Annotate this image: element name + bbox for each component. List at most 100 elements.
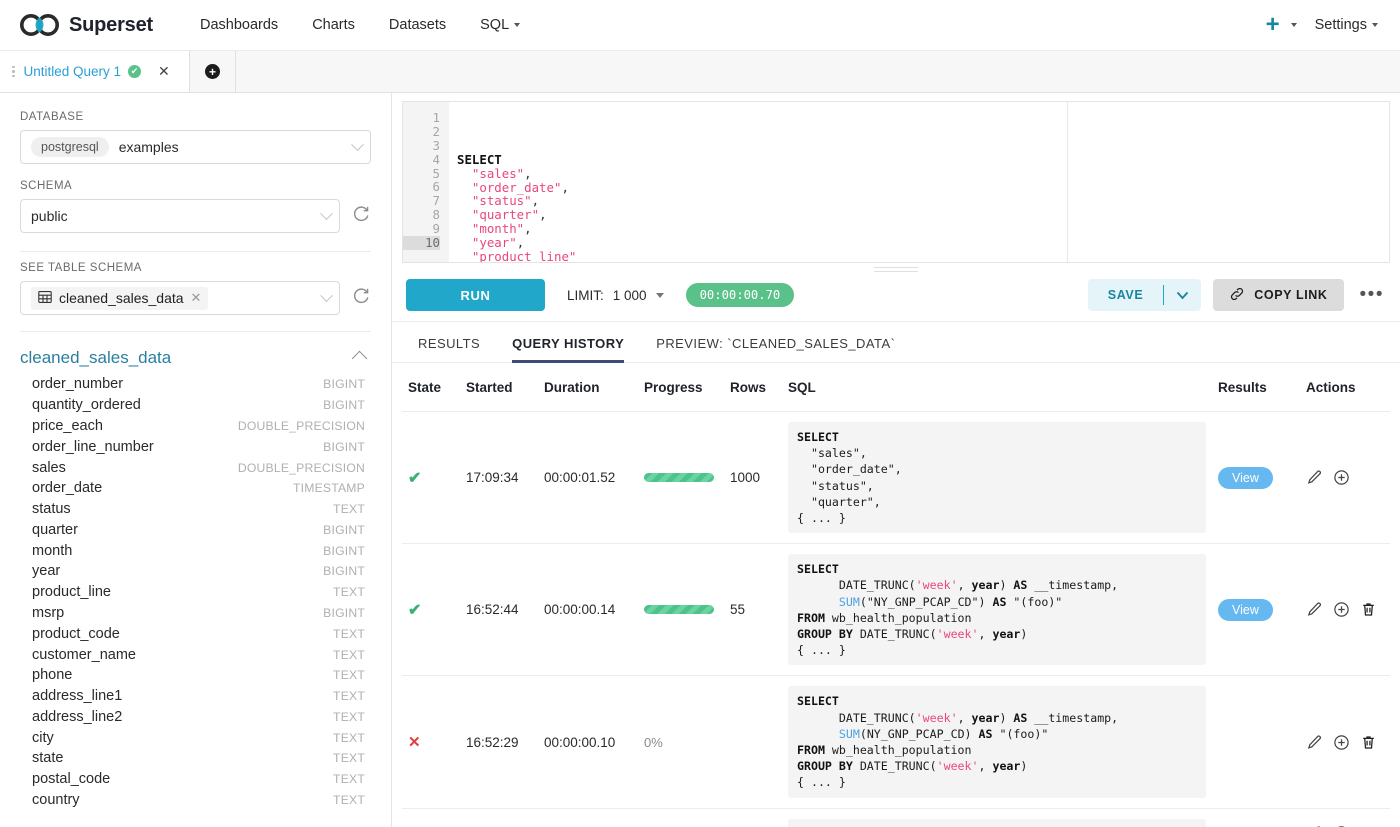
nav-link-charts-label: Charts: [312, 17, 355, 33]
settings-menu[interactable]: Settings: [1315, 17, 1378, 33]
query-history-scroll[interactable]: State Started Duration Progress Rows SQL Resul…: [392, 363, 1400, 827]
table-select[interactable]: cleaned_sales_data ✕: [20, 281, 340, 315]
column-row[interactable]: country TEXT: [20, 790, 371, 811]
cell-results: [1212, 675, 1300, 809]
save-button[interactable]: SAVE: [1107, 288, 1144, 302]
new-item-button[interactable]: +: [1266, 13, 1297, 37]
add-to-query-icon[interactable]: [1333, 734, 1350, 751]
column-row[interactable]: address_line2 TEXT: [20, 707, 371, 728]
table-row[interactable]: ✔ 16:52:44 00:00:00.14 55 SELECT DATE_TRUNC(…: [402, 543, 1390, 677]
refresh-schema-icon[interactable]: [352, 204, 371, 228]
view-results-button[interactable]: View: [1218, 598, 1273, 621]
editor-resize-handle[interactable]: [392, 263, 1400, 275]
close-icon[interactable]: ✕: [158, 63, 170, 79]
query-tab-untitled-query-1[interactable]: Untitled Query 1 ✔ ✕: [0, 51, 190, 92]
table-row[interactable]: ✔ 17:09:34 00:00:01.52 1000 SELECT "sales", …: [402, 411, 1390, 545]
result-tab-results[interactable]: RESULTS: [418, 336, 481, 351]
limit-dropdown[interactable]: LIMIT: 1 000: [567, 288, 664, 303]
column-name: price_each: [32, 417, 103, 434]
add-to-query-icon[interactable]: [1333, 601, 1350, 618]
delete-icon[interactable]: [1360, 734, 1377, 751]
cell-rows: 1000: [724, 411, 782, 545]
cell-progress: [638, 543, 724, 677]
chevron-down-icon: [514, 23, 521, 28]
column-row[interactable]: status TEXT: [20, 499, 371, 520]
nav-link-charts[interactable]: Charts: [295, 9, 372, 41]
column-header-rows: Rows: [724, 363, 782, 412]
editor-line-number: 3: [432, 137, 440, 153]
column-list: order_number BIGINT quantity_ordered BIGINT…: [20, 374, 371, 810]
column-name: order_date: [32, 480, 103, 497]
nav-link-sql[interactable]: SQL: [463, 9, 537, 41]
column-row[interactable]: price_each DOUBLE_PRECISION: [20, 416, 371, 437]
column-row[interactable]: phone TEXT: [20, 665, 371, 686]
column-row[interactable]: month BIGINT: [20, 540, 371, 561]
cell-sql: SELECT DATE_TRUNC('week', year) AS __tim…: [782, 543, 1212, 677]
result-tabs: RESULTS QUERY HISTORY PREVIEW: `CLEANED_SA…: [392, 322, 1400, 363]
column-row[interactable]: year BIGINT: [20, 561, 371, 582]
schema-select[interactable]: public: [20, 199, 340, 233]
table-row[interactable]: ✕ 16:52:29 00:00:00.10 0% SELECT DATE_TRUNC(…: [402, 675, 1390, 809]
result-tab-preview-cleaned-sales-data[interactable]: PREVIEW: `CLEANED_SALES_DATA`: [656, 336, 896, 351]
column-name: order_number: [32, 376, 124, 393]
drag-handle-icon[interactable]: [12, 65, 17, 78]
table-name: cleaned_sales_data: [59, 290, 184, 306]
column-row[interactable]: address_line1 TEXT: [20, 686, 371, 707]
column-type: TIMESTAMP: [293, 481, 365, 496]
column-row[interactable]: quarter BIGINT: [20, 519, 371, 540]
left-panel: DATABASE postgresql examples SCHEMA publ…: [0, 93, 392, 827]
column-row[interactable]: city TEXT: [20, 727, 371, 748]
column-row[interactable]: state TEXT: [20, 748, 371, 769]
editor-line-number: 1: [432, 110, 440, 125]
table-schema-header[interactable]: cleaned_sales_data: [20, 348, 371, 368]
editor-code[interactable]: SELECT "sales", "order_date", "status", …: [449, 102, 1389, 262]
column-row[interactable]: sales DOUBLE_PRECISION: [20, 457, 371, 478]
cell-state: ✕: [402, 808, 460, 827]
edit-icon[interactable]: [1306, 469, 1323, 486]
add-to-query-icon[interactable]: [1333, 469, 1350, 486]
sql-snippet[interactable]: SELECT DATE_TRUNC('week', year) AS __tim…: [788, 554, 1206, 666]
editor-toolbar: RUN LIMIT: 1 000 00:00:00.70 SAVE: [392, 275, 1400, 322]
column-row[interactable]: customer_name TEXT: [20, 644, 371, 665]
add-query-tab-button[interactable]: +: [190, 51, 236, 92]
nav-link-dashboards[interactable]: Dashboards: [183, 9, 295, 41]
edit-icon[interactable]: [1306, 601, 1323, 618]
column-row[interactable]: msrp BIGINT: [20, 603, 371, 624]
chevron-up-icon[interactable]: [351, 350, 368, 366]
chevron-down-icon: [320, 206, 333, 220]
column-row[interactable]: product_code TEXT: [20, 623, 371, 644]
editor-line: "quarter",: [471, 207, 547, 223]
copy-link-button[interactable]: COPY LINK: [1213, 279, 1344, 311]
query-history-table: State Started Duration Progress Rows SQL Resul…: [402, 363, 1390, 827]
sql-snippet[interactable]: SELECT "sales", "order_date", "status", …: [788, 422, 1206, 534]
column-row[interactable]: product_line TEXT: [20, 582, 371, 603]
edit-icon[interactable]: [1306, 734, 1323, 751]
column-type: BIGINT: [323, 564, 365, 579]
nav-link-datasets[interactable]: Datasets: [372, 9, 463, 41]
view-results-button[interactable]: View: [1218, 466, 1273, 489]
column-row[interactable]: quantity_ordered BIGINT: [20, 395, 371, 416]
column-row[interactable]: order_line_number BIGINT: [20, 436, 371, 457]
run-button[interactable]: RUN: [406, 279, 545, 311]
refresh-table-icon[interactable]: [352, 286, 371, 310]
column-row[interactable]: order_number BIGINT: [20, 374, 371, 395]
remove-table-icon[interactable]: ✕: [190, 290, 202, 305]
table-row[interactable]: ✕ 16:53:3100:00:00.060% wb_health_populati…: [402, 808, 1390, 827]
sql-snippet[interactable]: wb_health_population: [788, 818, 1206, 827]
column-row[interactable]: postal_code TEXT: [20, 769, 371, 790]
more-options-icon[interactable]: •••: [1359, 284, 1384, 306]
sql-editor[interactable]: 1 2 3 4 5 6 7 8 9 10 SELECT "sales", "order_date"…: [402, 101, 1390, 263]
nav-link-dashboards-label: Dashboards: [200, 17, 279, 33]
query-status-icon: ✔: [128, 65, 142, 78]
brand-logo-group[interactable]: Superset: [20, 14, 153, 37]
sql-snippet[interactable]: SELECT DATE_TRUNC('week', year) AS __tim…: [788, 686, 1206, 798]
cell-actions: [1300, 675, 1390, 809]
save-dropdown-button[interactable]: [1164, 279, 1201, 311]
database-label: DATABASE: [20, 111, 84, 123]
database-select[interactable]: postgresql examples: [20, 130, 371, 164]
delete-icon[interactable]: [1360, 601, 1377, 618]
column-type: TEXT: [333, 772, 365, 787]
result-tab-query-history[interactable]: QUERY HISTORY: [496, 322, 640, 363]
plus-icon: +: [205, 64, 220, 79]
column-row[interactable]: order_date TIMESTAMP: [20, 478, 371, 499]
